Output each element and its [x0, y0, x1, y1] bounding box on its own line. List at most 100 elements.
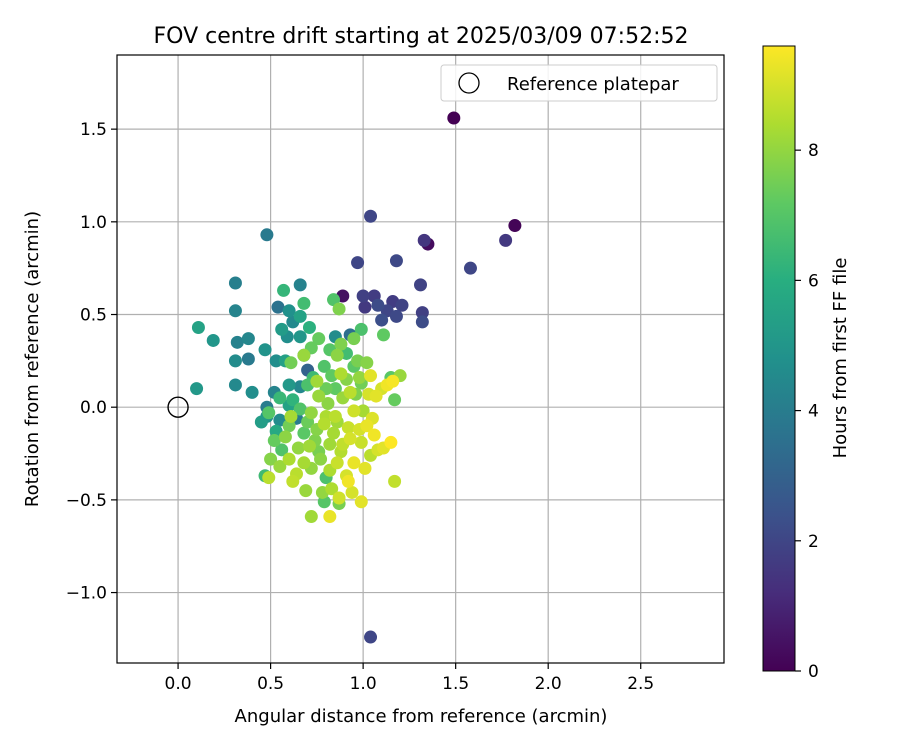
data-point	[358, 300, 372, 314]
data-point	[364, 630, 378, 644]
data-point	[273, 460, 287, 474]
data-point	[389, 309, 403, 323]
data-point	[343, 432, 357, 446]
colorbar-tick-label: 0	[808, 662, 819, 682]
x-tick-label: 1.5	[442, 674, 469, 694]
data-point	[499, 233, 513, 247]
data-point	[328, 382, 342, 396]
data-point	[358, 461, 372, 475]
data-point	[463, 261, 477, 275]
data-point	[417, 233, 431, 247]
data-point	[297, 456, 311, 470]
data-point	[384, 435, 398, 449]
data-point	[267, 434, 281, 448]
chart-title: FOV centre drift starting at 2025/03/09 …	[154, 24, 689, 49]
data-point	[254, 415, 268, 429]
data-point	[260, 228, 274, 242]
data-point	[321, 396, 335, 410]
x-tick-label: 0.5	[257, 674, 284, 694]
data-point	[286, 393, 300, 407]
grid	[117, 55, 724, 663]
data-point	[228, 378, 242, 392]
data-point	[277, 283, 291, 297]
reference-platepar-marker	[167, 396, 189, 418]
data-point	[352, 371, 366, 385]
data-point	[228, 354, 242, 368]
data-point	[356, 289, 370, 303]
data-point	[330, 348, 344, 362]
data-point	[375, 313, 389, 327]
y-tick-label: −1.0	[66, 584, 107, 604]
data-point	[364, 209, 378, 223]
data-point	[364, 369, 378, 383]
data-point	[275, 322, 289, 336]
colorbar-tick-label: 8	[808, 141, 819, 161]
y-tick-label: 1.0	[80, 213, 107, 233]
data-point	[345, 485, 359, 499]
data-point	[284, 356, 298, 370]
data-point	[360, 419, 374, 433]
x-tick-label: 0.0	[165, 674, 192, 694]
data-point	[282, 452, 296, 466]
legend: Reference platepar	[440, 64, 718, 102]
data-point	[291, 441, 305, 455]
data-point	[347, 456, 361, 470]
data-point	[415, 306, 429, 320]
x-axis-label: Angular distance from reference (arcmin)	[235, 706, 608, 727]
data-point	[191, 320, 205, 334]
data-point	[369, 389, 383, 403]
data-point	[241, 352, 255, 366]
data-point	[293, 278, 307, 292]
colorbar-tick-label: 6	[808, 271, 819, 291]
data-point	[317, 359, 331, 373]
data-point	[228, 304, 242, 318]
reference-marker-layer	[167, 396, 189, 418]
data-point	[312, 389, 326, 403]
data-point	[388, 474, 402, 488]
data-point	[262, 406, 276, 420]
data-point	[389, 254, 403, 268]
y-tick-label: −0.5	[66, 491, 107, 511]
plot-frame	[116, 54, 725, 664]
x-axis-ticks: 0.0 0.5 1.0 1.5 2.0 2.5	[165, 663, 654, 694]
data-point	[354, 322, 368, 336]
data-point	[414, 278, 427, 292]
data-point	[395, 298, 409, 312]
data-point	[323, 437, 337, 451]
data-point	[371, 298, 385, 312]
x-tick-label: 1.0	[350, 674, 377, 694]
data-point	[293, 402, 307, 416]
data-point	[273, 391, 287, 405]
y-tick-label: 1.5	[80, 120, 107, 140]
data-point	[230, 335, 244, 349]
data-point	[388, 393, 402, 407]
x-tick-label: 2.0	[535, 674, 562, 694]
data-point	[341, 421, 355, 435]
data-point	[330, 456, 344, 470]
data-point	[278, 430, 292, 444]
data-point	[286, 474, 300, 488]
data-point	[282, 304, 296, 318]
data-point	[332, 302, 346, 316]
data-point	[415, 315, 429, 329]
y-tick-label: 0.5	[80, 306, 107, 326]
data-point	[269, 354, 283, 368]
data-point	[284, 409, 298, 423]
data-point	[206, 333, 220, 347]
data-point	[356, 404, 370, 418]
data-point	[299, 484, 313, 498]
data-point	[262, 471, 276, 485]
data-point	[258, 343, 272, 357]
data-point	[343, 385, 357, 399]
data-point	[312, 332, 326, 346]
data-point	[310, 374, 324, 388]
x-tick-label: 2.5	[627, 674, 654, 694]
data-point	[447, 111, 461, 125]
data-point	[293, 330, 307, 344]
data-point	[314, 452, 328, 466]
data-point	[341, 474, 355, 488]
data-point	[228, 276, 242, 290]
data-point	[354, 495, 368, 509]
data-point	[328, 409, 342, 423]
